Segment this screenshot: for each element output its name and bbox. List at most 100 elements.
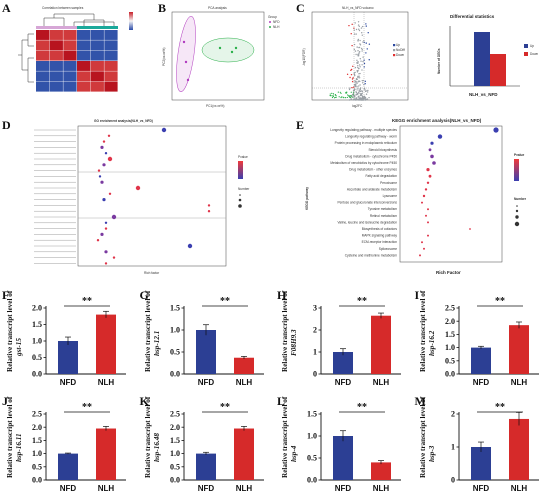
heatmap-cell <box>104 50 118 61</box>
significance-marker: ** <box>220 402 230 413</box>
heatmap-cell <box>49 81 63 92</box>
volcano-point <box>347 94 349 96</box>
y-tick-label: 1.5 <box>32 320 42 329</box>
volcano-point <box>353 29 355 31</box>
volcano-point <box>357 91 360 93</box>
y-axis-label: Relative transcript level of <box>144 396 152 478</box>
y-axis-label: Relative transcript level of <box>419 290 427 372</box>
volcano-point <box>352 94 355 97</box>
heatmap-cell <box>63 71 77 82</box>
y-tick-label: 0.5 <box>32 353 42 362</box>
volcano-point <box>361 82 364 84</box>
kegg-dot <box>426 168 430 172</box>
volcano-point <box>358 51 361 53</box>
heatmap-cell <box>36 61 50 71</box>
bar-chart-k: Relative transcript level of hsp-16.48 0.0… <box>144 396 264 493</box>
volcano-point <box>353 95 356 98</box>
volcano-point <box>340 92 342 94</box>
pca-point <box>218 46 222 50</box>
y-tick-label: 1.5 <box>32 436 42 445</box>
significance-marker: ** <box>82 296 92 307</box>
volcano-point <box>354 71 356 74</box>
go-dot <box>207 204 211 207</box>
heatmap-cell <box>90 50 104 61</box>
kegg-term-label: MAPK signaling pathway <box>362 234 398 238</box>
bar-nfd <box>195 330 216 374</box>
x-category-label: NFD <box>472 378 489 387</box>
heatmap-cell <box>49 71 63 82</box>
x-category-label: NFD <box>60 484 77 493</box>
significance-marker: ** <box>357 402 367 413</box>
volcano-point <box>355 28 358 31</box>
volcano-point <box>335 96 337 99</box>
volcano-point <box>357 85 360 87</box>
volcano-xlabel: log2FC <box>352 104 363 108</box>
bar-chart-j: Relative transcript level of hsp-16.11 0.0… <box>6 396 126 493</box>
volcano-point <box>344 97 347 99</box>
volcano-point <box>360 27 363 29</box>
kegg-term-label: Longevity regulating pathway - worm <box>345 135 397 139</box>
volcano-point <box>350 98 353 100</box>
significance-marker: ** <box>220 296 230 307</box>
y-axis-label: Relative transcript level of <box>281 396 289 478</box>
kegg-dot <box>425 214 427 217</box>
bar-nfd <box>333 436 353 480</box>
volcano-point <box>355 33 357 35</box>
volcano-point <box>364 89 366 91</box>
y-axis-label: Relative transcript level of <box>144 290 152 372</box>
panel-letter-f: F <box>2 288 10 302</box>
volcano-point <box>365 23 367 25</box>
y-tick-label: 0.5 <box>32 462 42 471</box>
pca-xlabel: PC1(xx.xx%) <box>206 104 224 108</box>
heatmap-cell <box>90 71 104 82</box>
volcano-point <box>356 46 358 48</box>
volcano-point <box>342 96 344 98</box>
heatmap-cell <box>90 40 104 51</box>
volcano-point <box>356 59 358 62</box>
volcano-point <box>360 60 362 62</box>
bar-chart-i: Relative transcript level of hsp-16.2 0.0 0… <box>419 290 539 387</box>
kegg-legend-pvalue: Pvalue <box>514 153 525 157</box>
x-category-label: NLH <box>235 484 252 493</box>
panel-letter-i: I <box>414 288 420 302</box>
diff-legend-down: Down <box>530 52 538 56</box>
kegg-term-label: Cysteine and methionine metabolism <box>345 253 398 257</box>
pca-point <box>234 46 238 50</box>
gene-name: hsp-12.1 <box>153 331 161 356</box>
heatmap-cell <box>36 50 50 61</box>
pca-point <box>182 40 186 44</box>
volcano-point <box>364 82 366 85</box>
volcano-point <box>366 98 369 100</box>
y-tick-label: 0.5 <box>170 462 180 471</box>
y-tick-label: 2 <box>451 410 455 419</box>
x-category-label: NFD <box>335 484 352 493</box>
volcano-legend-nodiff: NoDiff <box>396 48 405 52</box>
volcano-point <box>359 58 362 60</box>
volcano-point <box>361 34 364 36</box>
panel-letter-e: E <box>296 118 305 132</box>
x-category-label: NLH <box>510 378 527 387</box>
diff-legend-up: Up <box>530 44 534 48</box>
pca-title: PCA analysis <box>208 6 227 10</box>
kegg-dot <box>427 208 429 211</box>
heatmap-cell <box>77 40 91 51</box>
bar-chart-f: Relative transcript level of gst-15 0.0 0.5… <box>6 290 126 387</box>
volcano-point <box>358 92 360 95</box>
bar-nfd <box>58 453 78 480</box>
kegg-dot <box>426 181 430 184</box>
panel-letter-d: D <box>2 118 11 132</box>
kegg-term-label: Retinol metabolism <box>370 214 397 218</box>
volcano-point <box>338 96 340 98</box>
volcano-point <box>357 21 360 23</box>
volcano-point <box>361 91 364 93</box>
volcano-point <box>354 83 356 86</box>
y-tick-label: 1.0 <box>307 432 317 441</box>
x-category-label: NFD <box>60 378 77 387</box>
y-tick-label: 0.0 <box>32 370 42 379</box>
volcano-point <box>348 24 350 27</box>
kegg-dot <box>430 154 434 159</box>
volcano-point <box>360 94 362 96</box>
bar-nlh <box>96 428 116 480</box>
y-tick-label: 1 <box>313 348 317 357</box>
panel-letter-j: J <box>2 394 8 408</box>
